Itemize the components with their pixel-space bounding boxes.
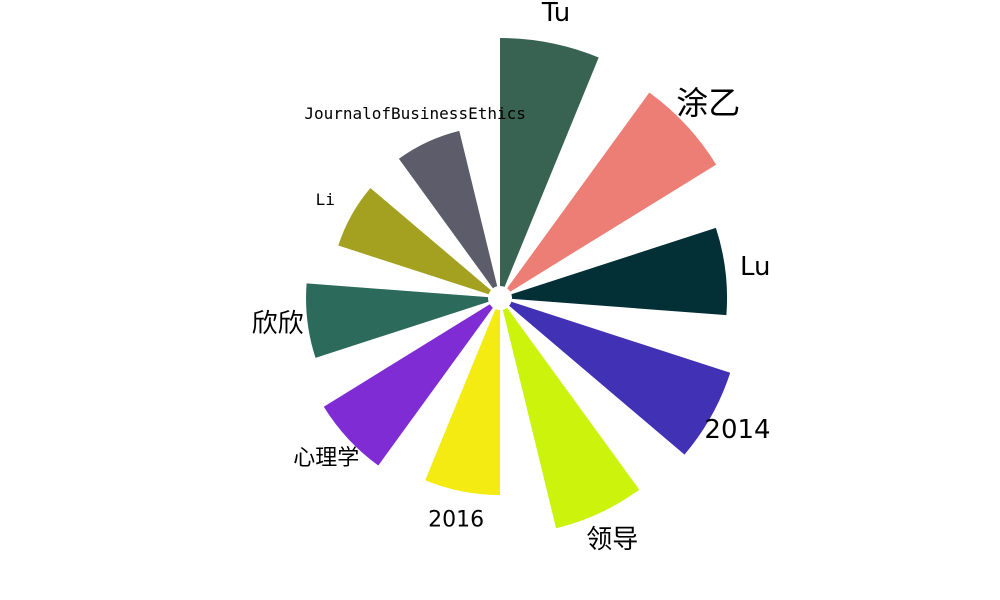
bar-6 [323,304,493,466]
bar-label-5: 2016 [428,508,484,533]
bar-9 [398,130,498,289]
bar-label-9: JournalofBusinessEthics [304,104,526,123]
bar-1 [507,92,717,292]
bar-8 [338,188,491,295]
bar-label-4: 领导 [586,525,638,555]
bar-label-8: Li [316,190,335,209]
bar-label-2: Lu [740,252,771,282]
bar-label-3: 2014 [704,415,770,445]
bar-label-1: 涂乙 [676,84,740,122]
bar-2 [511,227,728,316]
bar-label-6: 心理学 [293,446,359,471]
bar-label-0: Tu [541,0,570,28]
bar-0 [500,38,599,287]
bar-7 [306,283,489,358]
bar-5 [425,309,500,495]
bars-group [306,38,731,529]
bar-label-7: 欣欣 [252,309,304,339]
bar-3 [509,301,731,455]
bar-4 [502,307,640,529]
labels-group: Tu 涂乙 Lu 2014 领导 2016 心理学 欣欣 Li JournalofBusiness… [252,0,771,555]
